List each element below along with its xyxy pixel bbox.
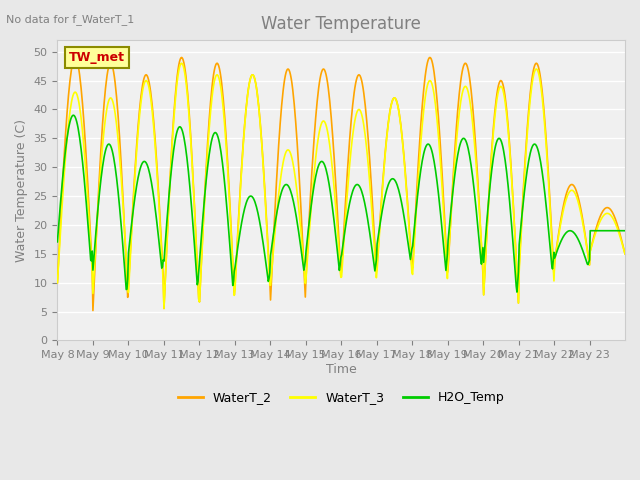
Y-axis label: Water Temperature (C): Water Temperature (C) [15,119,28,262]
Legend: WaterT_2, WaterT_3, H2O_Temp: WaterT_2, WaterT_3, H2O_Temp [173,386,510,409]
Title: Water Temperature: Water Temperature [261,15,421,33]
Text: TW_met: TW_met [68,51,125,64]
Text: No data for f_WaterT_1: No data for f_WaterT_1 [6,14,134,25]
X-axis label: Time: Time [326,363,356,376]
